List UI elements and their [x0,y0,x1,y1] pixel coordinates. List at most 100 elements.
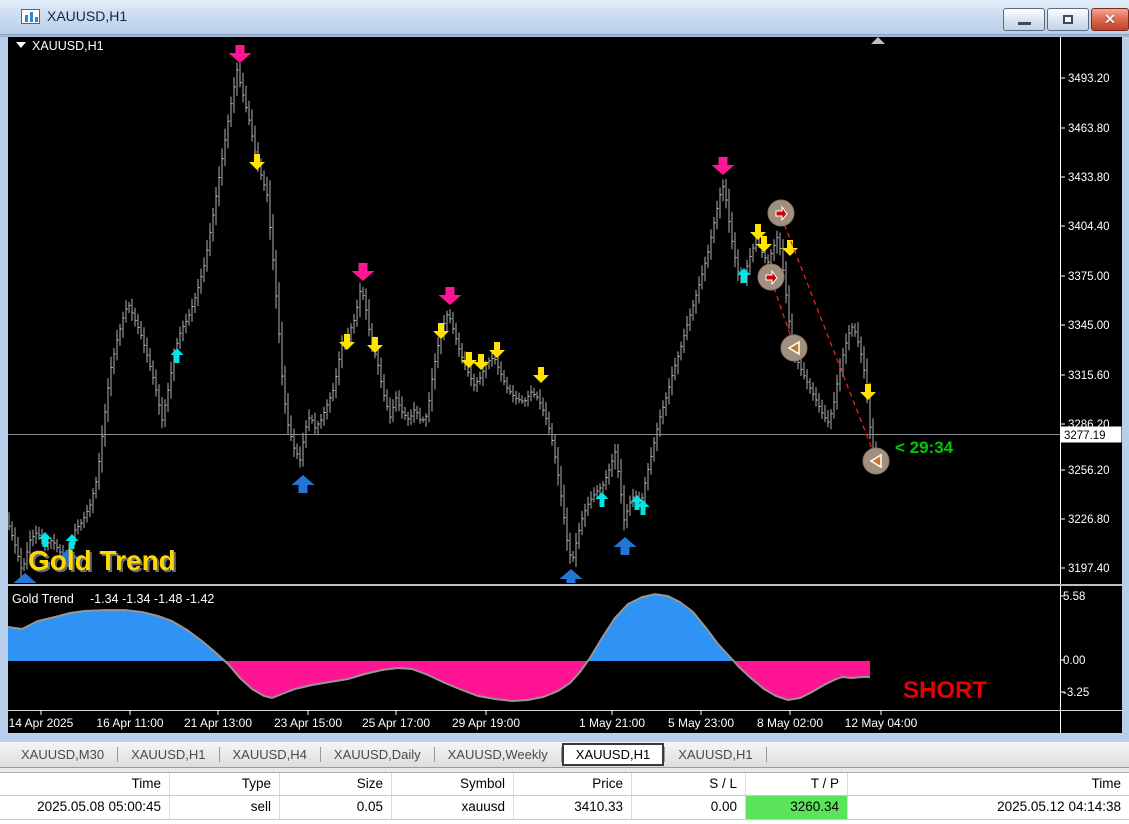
tab-separator [765,747,767,762]
x-axis-label: 1 May 21:00 [579,716,645,730]
indicator-area [8,593,870,703]
trade-cell-time[interactable]: 2025.05.08 05:00:45 [0,796,170,819]
x-axis-label: 5 May 23:00 [668,716,734,730]
y-axis-label: 3226.80 [1068,514,1110,526]
column-header-price[interactable]: Price [514,773,632,795]
indicator-values: -1.34 -1.34 -1.48 -1.42 [90,592,214,606]
sell-signal-arrow [433,323,449,339]
trade-exit-marker [780,334,808,362]
buy-signal-arrow [737,268,751,283]
indicator-axis-label: -3.25 [1063,687,1089,699]
watermark-text: Gold Trend [28,545,176,576]
buy-trend-arrow [559,569,583,583]
y-axis-label: 3493.20 [1068,73,1110,85]
chart-window-icon [21,9,40,24]
indicator-area-negative [8,661,870,701]
chart-tab-active[interactable]: XAUUSD,H1 [561,743,665,766]
column-header-symbol[interactable]: Symbol [392,773,514,795]
buy-signal-arrow [38,532,52,547]
y-axis-label: 3463.80 [1068,123,1110,135]
indicator-axis-label: 5.58 [1063,591,1085,603]
x-axis-label: 16 Apr 11:00 [96,716,163,730]
sell-signal-arrow [756,236,772,252]
symbol-dropdown-icon[interactable] [16,42,26,48]
chart-background [8,37,1122,733]
time-scale[interactable]: 14 Apr 2025 16 Apr 11:00 21 Apr 13:00 23 Ap… [9,710,918,730]
buy-signal-arrow [595,492,609,507]
trade-cell-symbol[interactable]: xauusd [392,796,514,819]
time-axis-line [8,710,1122,711]
buy-signal-arrow [170,348,184,363]
chart-canvas[interactable]: XAUUSD,H1 Gold Trend Gold Trend < 29:34 … [0,35,1129,742]
column-header-tp[interactable]: T / P [746,773,848,795]
minimize-icon [1018,22,1031,25]
tab-separator [433,747,435,762]
chart-tab[interactable]: XAUUSD,M30 [21,747,105,762]
trade-cell-time[interactable]: 2025.05.12 04:14:38 [997,799,1121,814]
trade-entry-marker [757,263,785,291]
trade-cell-size[interactable]: 0.05 [280,796,392,819]
trade-connector-line [780,215,877,460]
sell-trend-arrow [438,287,462,305]
minimize-button[interactable] [1003,8,1045,31]
indicator-axis-label: 0.00 [1063,655,1085,667]
tab-separator [218,747,220,762]
buy-trend-arrow [291,475,315,493]
column-header-time[interactable]: Time [0,773,170,795]
window-title: XAUUSD,H1 [47,8,128,24]
trade-cell-sl[interactable]: 0.00 [632,796,746,819]
toolbox-gap [0,768,1129,773]
sell-trend-arrow [351,263,375,281]
subwindow-separator[interactable] [8,584,1122,586]
y-axis-label: 3345.00 [1068,320,1110,332]
indicator-label: Gold Trend [12,592,74,606]
current-price-box [1060,426,1122,443]
sell-trend-arrow [711,157,735,175]
chart-tab-bar: XAUUSD,M30 XAUUSD,H1 XAUUSD,H4 XAUUSD,Daily… [0,742,1129,768]
column-header-time[interactable]: Time [1091,776,1122,791]
trade-cell-price[interactable]: 3410.33 [514,796,632,819]
chart-tab[interactable]: XAUUSD,Daily [333,747,421,762]
close-button[interactable]: ✕ [1091,8,1129,31]
buy-trend-arrow [13,573,37,583]
chart-tab[interactable]: XAUUSD,H1 [678,747,753,762]
trade-entry-marker [767,199,795,227]
sell-signal-arrow [339,334,355,350]
current-price-value: 3277.19 [1064,430,1106,442]
column-header-type[interactable]: Type [170,773,280,795]
x-axis-label: 23 Apr 15:00 [274,716,342,730]
buy-signal-arrow [636,500,650,515]
sell-signal-arrow [860,384,876,400]
title-bar[interactable]: XAUUSD,H1 ✕ [0,0,1129,35]
trade-row[interactable]: 2025.05.08 05:00:45 sell 0.05 xauusd 3410.33… [0,796,1129,820]
chart-tab[interactable]: XAUUSD,H4 [232,747,307,762]
tab-separator [117,747,119,762]
chart-shift-icon[interactable] [871,37,885,44]
trade-cell-tp[interactable]: 3260.34 [746,796,848,819]
x-axis-label: 12 May 04:00 [845,716,918,730]
x-axis-label: 8 May 02:00 [757,716,823,730]
column-header-size[interactable]: Size [280,773,392,795]
buy-signal-arrow [65,534,79,549]
restore-icon [1063,14,1073,24]
tab-separator [560,747,562,762]
y-axis-label: 3404.40 [1068,221,1110,233]
buy-trend-arrow [613,537,637,555]
x-axis-label: 14 Apr 2025 [9,716,74,730]
trade-connector-line [770,278,795,347]
trade-cell-type[interactable]: sell [170,796,280,819]
y-axis-label: 3375.00 [1068,271,1110,283]
x-axis-label: 29 Apr 19:00 [452,716,520,730]
y-axis-label: 3197.40 [1068,563,1110,575]
sell-signal-arrow [473,354,489,370]
trade-exit-marker [862,447,890,475]
chart-tab[interactable]: XAUUSD,H1 [131,747,206,762]
restore-button[interactable] [1047,8,1089,31]
column-header-sl[interactable]: S / L [632,773,746,795]
chart-tab[interactable]: XAUUSD,Weekly [447,747,548,762]
tab-separator [664,747,666,762]
sell-signal-arrow [750,224,766,240]
